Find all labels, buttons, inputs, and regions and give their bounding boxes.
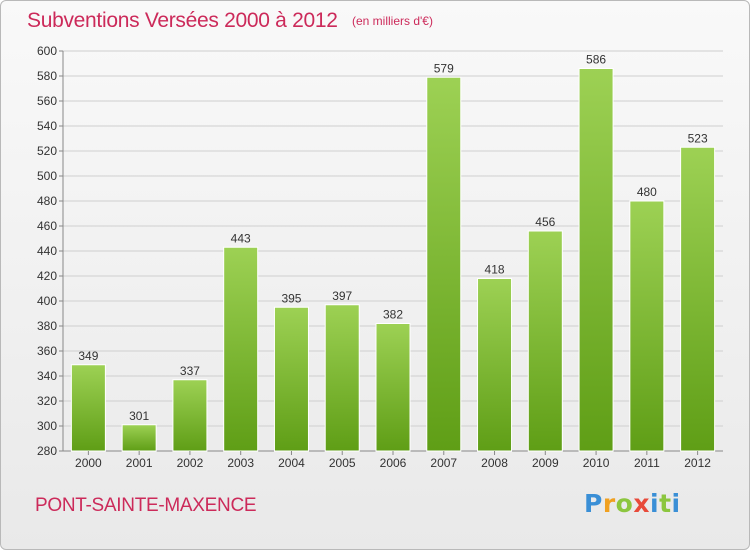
bar [527, 230, 563, 452]
logo-letter: i [671, 489, 681, 518]
data-label: 480 [637, 185, 657, 199]
data-label: 456 [535, 215, 555, 229]
logo-letter: P [584, 489, 603, 518]
y-tick-label: 460 [37, 219, 57, 233]
x-tick-labels: 2000 2001 2002 2003 2004 2005 2006 2007 2008 2009… [75, 451, 711, 470]
data-label: 395 [281, 291, 301, 305]
x-tick-label: 2010 [583, 456, 610, 470]
chart-subtitle: (en milliers d'€) [352, 14, 433, 28]
bars [70, 68, 716, 452]
y-tick-label: 440 [37, 244, 57, 258]
y-tick-label: 320 [37, 394, 57, 408]
bar [223, 246, 259, 452]
logo-letter: r [602, 489, 616, 518]
data-label: 418 [485, 263, 505, 277]
data-label: 586 [586, 53, 606, 67]
data-label: 443 [231, 231, 251, 245]
y-tick-label: 380 [37, 319, 57, 333]
bar [680, 146, 716, 452]
x-tick-label: 2003 [227, 456, 254, 470]
x-tick-label: 2000 [75, 456, 102, 470]
data-label: 397 [332, 289, 352, 303]
x-tick-label: 2012 [684, 456, 711, 470]
y-tick-label: 520 [37, 144, 57, 158]
y-tick-label: 360 [37, 344, 57, 358]
x-tick-label: 2008 [481, 456, 508, 470]
bar [70, 364, 106, 452]
y-tick-label: 400 [37, 294, 57, 308]
y-tick-label: 480 [37, 194, 57, 208]
bar [477, 278, 513, 452]
y-tick-label: 420 [37, 269, 57, 283]
x-tick-label: 2009 [532, 456, 559, 470]
proxiti-logo: Proxiti [584, 489, 681, 518]
y-tick-label: 600 [37, 44, 57, 58]
y-tick-label: 500 [37, 169, 57, 183]
x-tick-label: 2011 [634, 456, 660, 470]
x-tick-label: 2007 [430, 456, 457, 470]
y-tick-label: 580 [37, 69, 57, 83]
data-labels: 349 301 337 443 395 397 382 579 418 456 586 480 523 [78, 53, 708, 423]
y-tick-labels: 280 300 320 340 360 380 400 420 440 460 480 500 520 5… [37, 44, 57, 458]
y-tick-label: 560 [37, 94, 57, 108]
chart-title: Subventions Versées 2000 à 2012 [27, 9, 338, 32]
x-tick-label: 2001 [126, 456, 153, 470]
x-tick-label: 2002 [177, 456, 204, 470]
bar [426, 76, 462, 452]
data-label: 579 [434, 61, 454, 75]
data-label: 301 [129, 409, 149, 423]
logo-letter: t [659, 489, 672, 518]
data-label: 349 [78, 349, 98, 363]
x-tick-label: 2006 [380, 456, 407, 470]
commune-name: PONT-SAINTE-MAXENCE [35, 495, 257, 516]
y-tick-label: 340 [37, 369, 57, 383]
bar [375, 323, 411, 452]
bar [172, 379, 208, 452]
logo-letter: x [633, 489, 650, 518]
bar [324, 304, 360, 452]
logo-letter: i [650, 489, 660, 518]
bar [629, 200, 665, 452]
data-label: 523 [688, 131, 708, 145]
y-tick-label: 540 [37, 119, 57, 133]
data-label: 382 [383, 308, 403, 322]
bar [121, 424, 157, 452]
y-tick-label: 300 [37, 419, 57, 433]
x-tick-label: 2004 [278, 456, 305, 470]
x-tick-label: 2005 [329, 456, 356, 470]
data-label: 337 [180, 364, 200, 378]
y-tick-label: 280 [37, 444, 57, 458]
bar [273, 306, 309, 452]
bar [578, 68, 614, 452]
logo-letter: o [615, 489, 634, 518]
